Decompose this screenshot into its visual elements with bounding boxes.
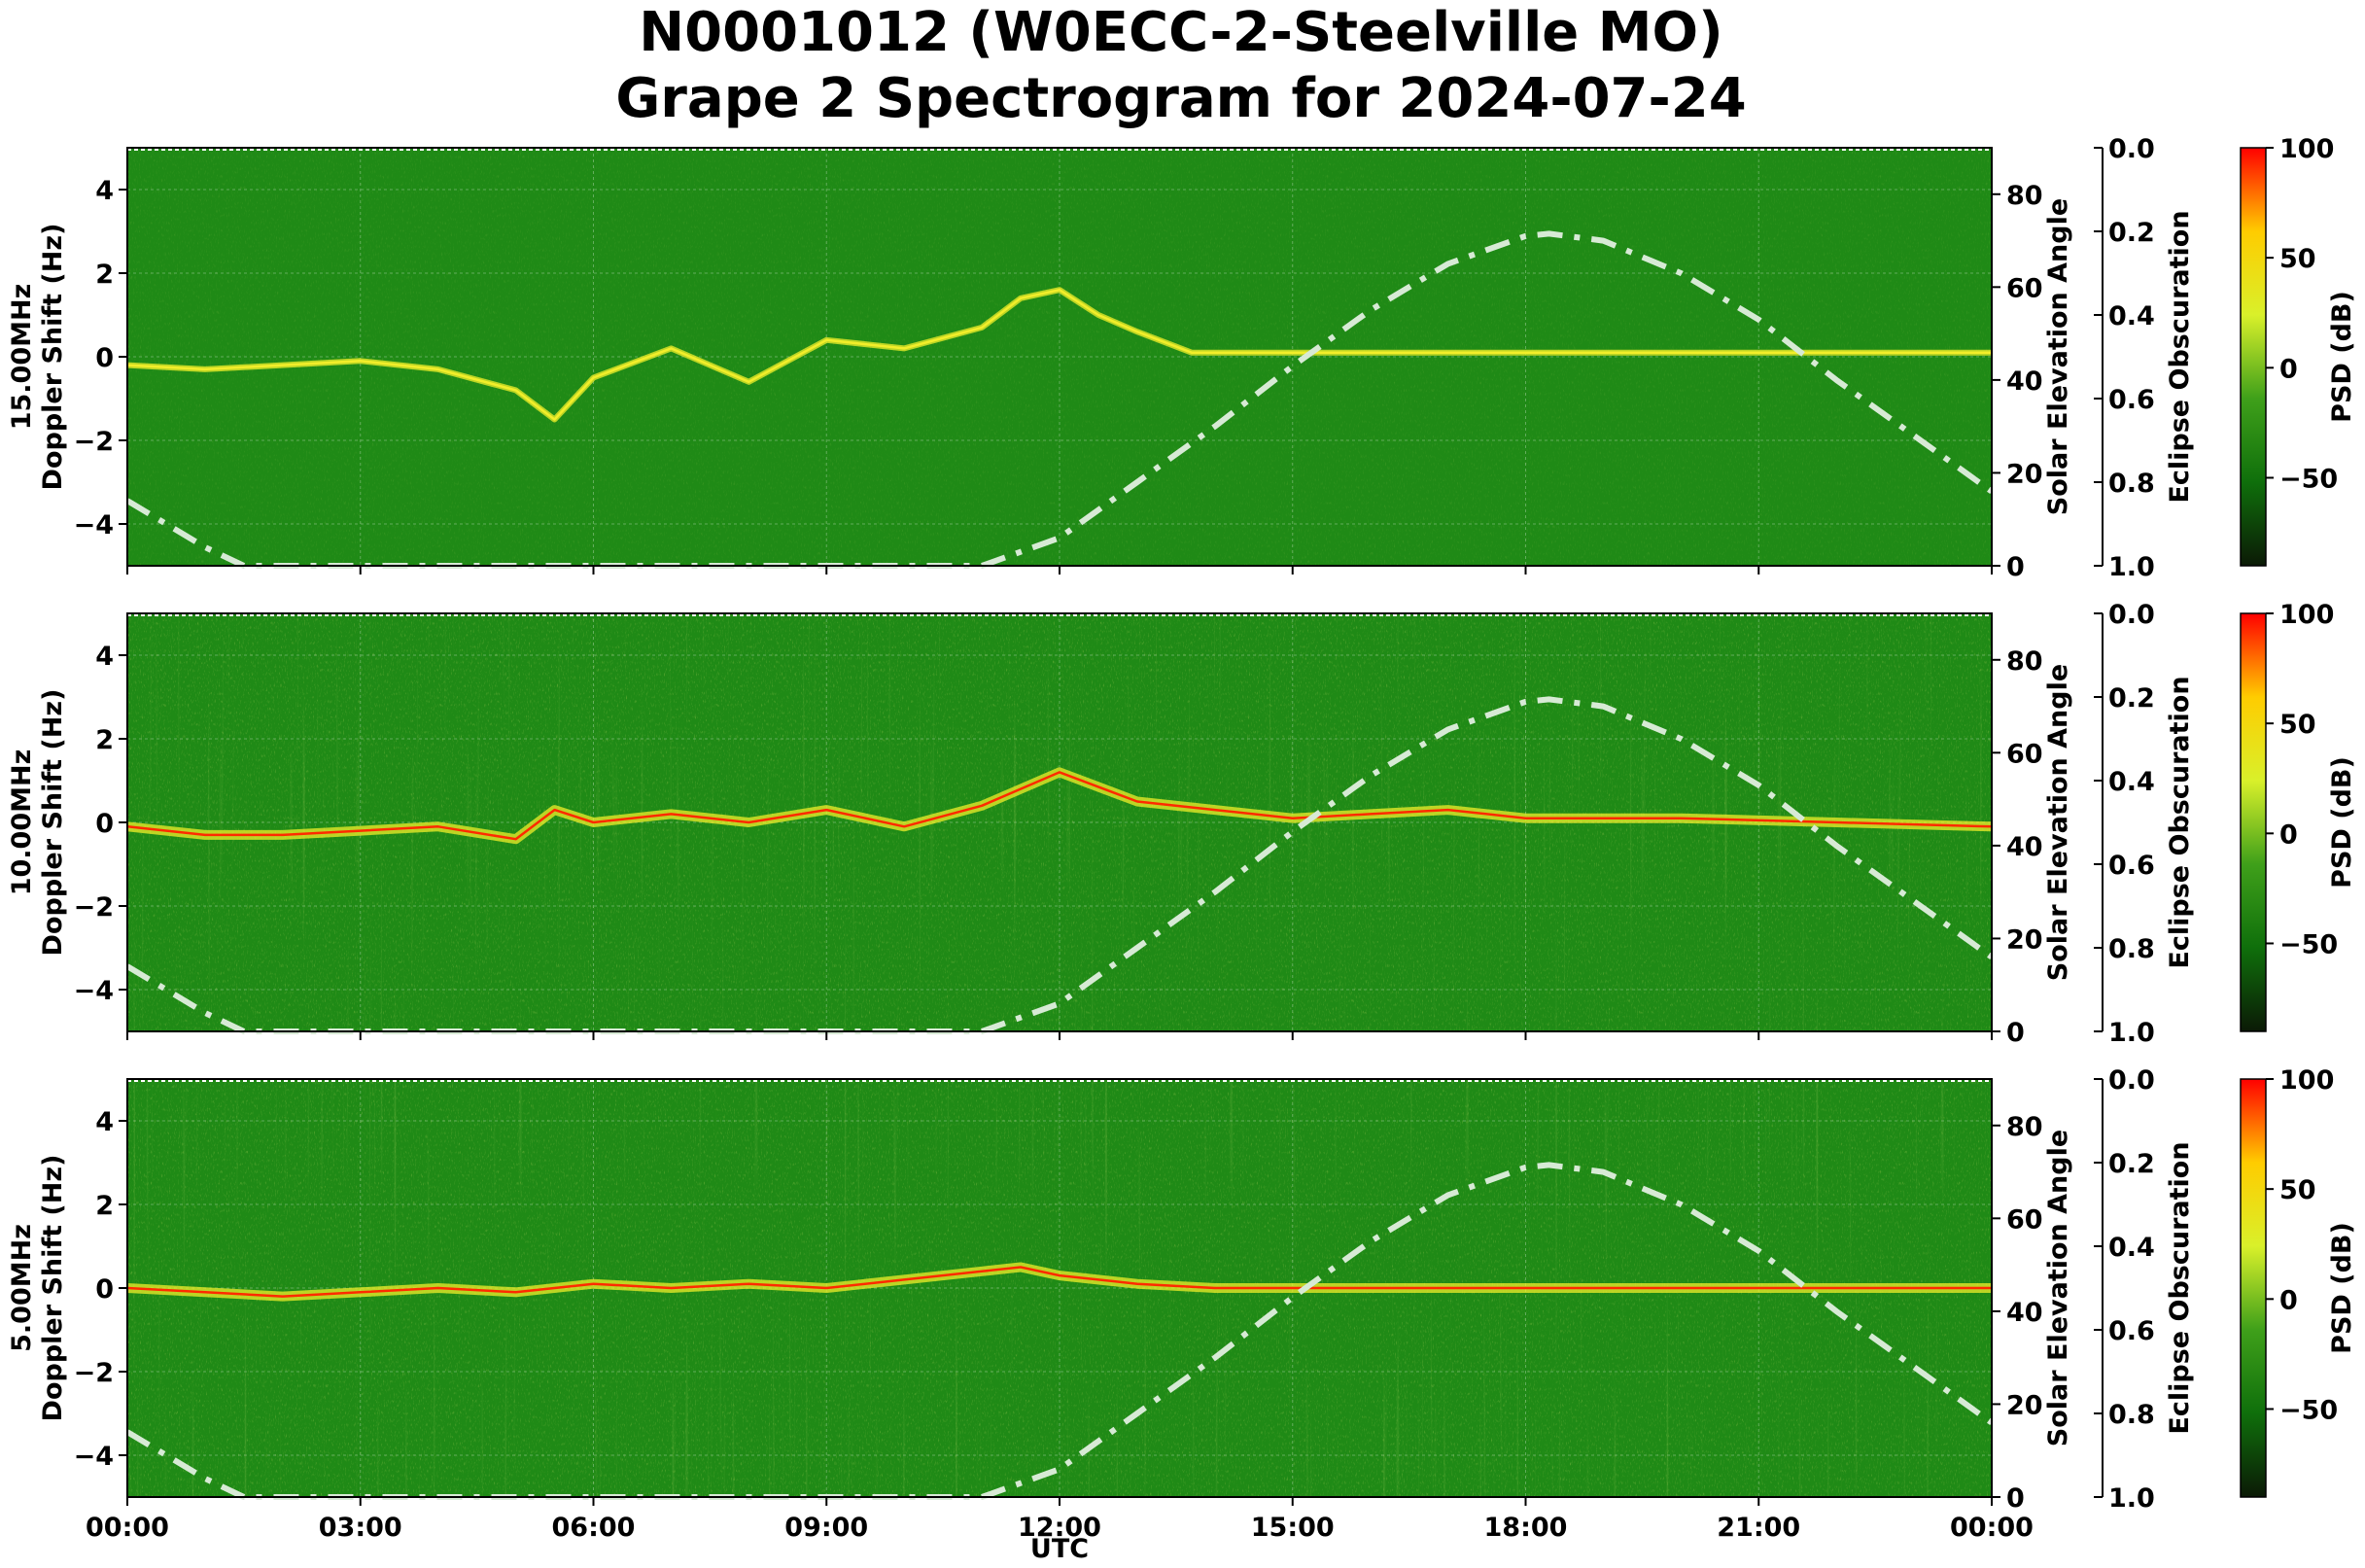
colorbar-tick-label: 50	[2279, 244, 2316, 274]
eclipse-axis-label: Eclipse Obscuration	[2165, 1141, 2195, 1434]
eclipse-axis-label: Eclipse Obscuration	[2165, 676, 2195, 968]
eclipse-tick-label: 0.8	[2108, 1400, 2155, 1430]
right-tick-label: 20	[2006, 459, 2043, 489]
x-tick-label: 12:00	[1018, 1513, 1101, 1543]
y-axis-label-frequency: 15.00MHz	[7, 284, 37, 431]
colorbar-tick-label: 0	[2279, 354, 2298, 384]
y-axis-label-frequency: 5.00MHz	[7, 1224, 37, 1352]
colorbar-tick-label: 0	[2279, 1285, 2298, 1315]
eclipse-tick-label: 0.6	[2108, 385, 2155, 415]
colorbar-tick-label: 0	[2279, 819, 2298, 850]
right-tick-label: 80	[2006, 646, 2043, 677]
right-tick-label: 60	[2006, 739, 2043, 769]
eclipse-tick-label: 1.0	[2108, 552, 2155, 582]
eclipse-tick-label: 1.0	[2108, 1018, 2155, 1048]
eclipse-tick-label: 0.8	[2108, 934, 2155, 964]
x-tick-label: 03:00	[319, 1513, 402, 1543]
right-tick-label: 0	[2006, 1018, 2025, 1048]
right-tick-label: 40	[2006, 832, 2043, 862]
y-tick-label: −2	[74, 892, 114, 923]
panel-10.00MHz: −4 −2 0 2 4 10.00MHz Doppler Shift (Hz) 0 20 40 60…	[7, 600, 2357, 1048]
y-tick-label: −2	[74, 427, 114, 457]
spectrogram-noise	[127, 148, 1992, 566]
colorbar-tick-label: 100	[2279, 600, 2334, 630]
colorbar-tick-label: 50	[2279, 710, 2316, 740]
eclipse-tick-label: 0.2	[2108, 1149, 2155, 1179]
doppler-trace-line	[126, 1266, 1992, 1298]
eclipse-tick-label: 0.4	[2108, 1233, 2155, 1263]
x-tick-label: 18:00	[1484, 1513, 1568, 1543]
solar-elevation-axis-label: Solar Elevation Angle	[2043, 664, 2073, 981]
figure-title-line1: N0001012 (W0ECC-2-Steelville MO)	[639, 1, 1722, 64]
x-tick-label: 09:00	[784, 1513, 868, 1543]
x-tick-label: 15:00	[1251, 1513, 1335, 1543]
x-tick-label: 00:00	[1950, 1513, 2034, 1543]
colorbar-label: PSD (dB)	[2327, 291, 2357, 423]
panel-15.00MHz: −4 −2 0 2 4 15.00MHz Doppler Shift (Hz) 0 20 40 60…	[7, 134, 2357, 582]
eclipse-tick-label: 0.0	[2108, 134, 2155, 164]
y-tick-label: 4	[95, 176, 114, 206]
y-axis-label-frequency: 10.00MHz	[7, 749, 37, 896]
y-tick-label: −2	[74, 1358, 114, 1388]
colorbar-tick-label: −50	[2279, 1395, 2338, 1425]
x-tick-label: 21:00	[1717, 1513, 1800, 1543]
eclipse-tick-label: 0.0	[2108, 600, 2155, 630]
y-tick-label: −4	[74, 1442, 114, 1472]
y-tick-label: −4	[74, 976, 114, 1006]
eclipse-axis-label: Eclipse Obscuration	[2165, 210, 2195, 503]
y-axis-label-doppler: Doppler Shift (Hz)	[38, 224, 68, 491]
eclipse-tick-label: 0.6	[2108, 851, 2155, 881]
y-tick-label: 0	[95, 343, 114, 373]
colorbar	[2240, 1078, 2267, 1498]
colorbar	[2240, 612, 2267, 1032]
y-tick-label: −4	[74, 510, 114, 540]
right-tick-label: 0	[2006, 1483, 2025, 1514]
eclipse-tick-label: 0.2	[2108, 683, 2155, 714]
y-tick-label: 4	[95, 1107, 114, 1137]
right-tick-label: 60	[2006, 273, 2043, 303]
solar-elevation-axis-label: Solar Elevation Angle	[2043, 1130, 2073, 1446]
colorbar	[2240, 147, 2267, 567]
colorbar-label: PSD (dB)	[2327, 756, 2357, 889]
colorbar-tick-label: 100	[2279, 134, 2334, 164]
eclipse-tick-label: 0.6	[2108, 1316, 2155, 1346]
y-tick-label: 0	[95, 809, 114, 839]
y-tick-label: 0	[95, 1274, 114, 1305]
colorbar-tick-label: 50	[2279, 1175, 2316, 1205]
eclipse-tick-label: 0.0	[2108, 1065, 2155, 1096]
x-axis-label: UTC	[1030, 1534, 1089, 1564]
colorbar-label: PSD (dB)	[2327, 1222, 2357, 1354]
eclipse-tick-label: 0.2	[2108, 218, 2155, 248]
eclipse-tick-label: 0.4	[2108, 767, 2155, 797]
y-tick-label: 4	[95, 642, 114, 672]
y-axis-label-doppler: Doppler Shift (Hz)	[38, 689, 68, 957]
eclipse-tick-label: 0.8	[2108, 469, 2155, 499]
colorbar-tick-label: 100	[2279, 1065, 2334, 1096]
x-tick-label: 00:00	[86, 1513, 169, 1543]
doppler-trace-line	[126, 288, 1992, 421]
y-axis-label-doppler: Doppler Shift (Hz)	[38, 1155, 68, 1422]
right-tick-label: 80	[2006, 1112, 2043, 1142]
right-tick-label: 40	[2006, 366, 2043, 397]
right-tick-label: 20	[2006, 924, 2043, 955]
figure-title-line2: Grape 2 Spectrogram for 2024-07-24	[615, 67, 1746, 130]
doppler-trace-line	[126, 771, 1993, 841]
colorbar-tick-label: −50	[2279, 464, 2338, 494]
right-tick-label: 60	[2006, 1204, 2043, 1235]
colorbar-tick-label: −50	[2279, 929, 2338, 959]
y-tick-label: 2	[95, 260, 114, 290]
y-tick-label: 2	[95, 725, 114, 755]
right-tick-label: 20	[2006, 1390, 2043, 1420]
solar-elevation-axis-label: Solar Elevation Angle	[2043, 198, 2073, 515]
panel-5.00MHz: −4 −2 0 2 4 5.00MHz Doppler Shift (Hz) 0 20 40 60 8…	[7, 1065, 2357, 1543]
right-tick-label: 40	[2006, 1298, 2043, 1328]
x-tick-label: 06:00	[552, 1513, 636, 1543]
right-tick-label: 0	[2006, 552, 2025, 582]
right-tick-label: 80	[2006, 181, 2043, 211]
y-tick-label: 2	[95, 1191, 114, 1221]
eclipse-tick-label: 0.4	[2108, 301, 2155, 331]
eclipse-tick-label: 1.0	[2108, 1483, 2155, 1514]
